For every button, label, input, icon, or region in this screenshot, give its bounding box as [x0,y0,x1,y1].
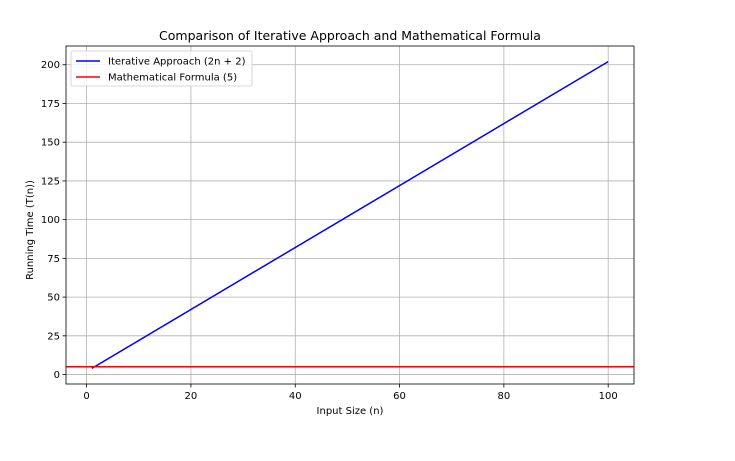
y-tick-label: 175 [41,99,60,110]
grid [66,46,634,384]
x-tick-label: 20 [185,391,198,402]
series-layer [66,61,634,369]
plot-frame [65,45,635,385]
x-tick-label: 100 [599,391,618,402]
x-tick-label: 40 [289,391,302,402]
x-axis-label: Input Size (n) [317,406,384,417]
series-line-0 [91,61,609,369]
legend-label: Mathematical Formula (5) [108,73,237,84]
x-axis-ticks: 0 20 40 60 80 100 [83,384,618,402]
y-axis-label: Running Time (T(n)) [25,180,36,280]
legend-label: Iterative Approach (2n + 2) [108,57,246,68]
y-tick-label: 100 [41,215,60,226]
legend-box [70,50,253,87]
y-tick-label: 125 [41,176,60,187]
y-axis-ticks: 0 25 50 75 100 125 150 175 200 [41,60,66,381]
legend: Iterative Approach (2n + 2) Mathematical … [70,50,253,87]
y-tick-label: 0 [54,370,60,381]
x-tick-label: 80 [497,391,510,402]
x-tick-label: 0 [83,391,89,402]
x-tick-label: 60 [393,391,406,402]
y-tick-label: 150 [41,138,60,149]
y-tick-label: 75 [47,254,60,265]
y-tick-label: 25 [47,331,60,342]
y-tick-label: 50 [47,293,60,304]
y-tick-label: 200 [41,60,60,71]
chart-title: Comparison of Iterative Approach and Mat… [159,28,541,43]
